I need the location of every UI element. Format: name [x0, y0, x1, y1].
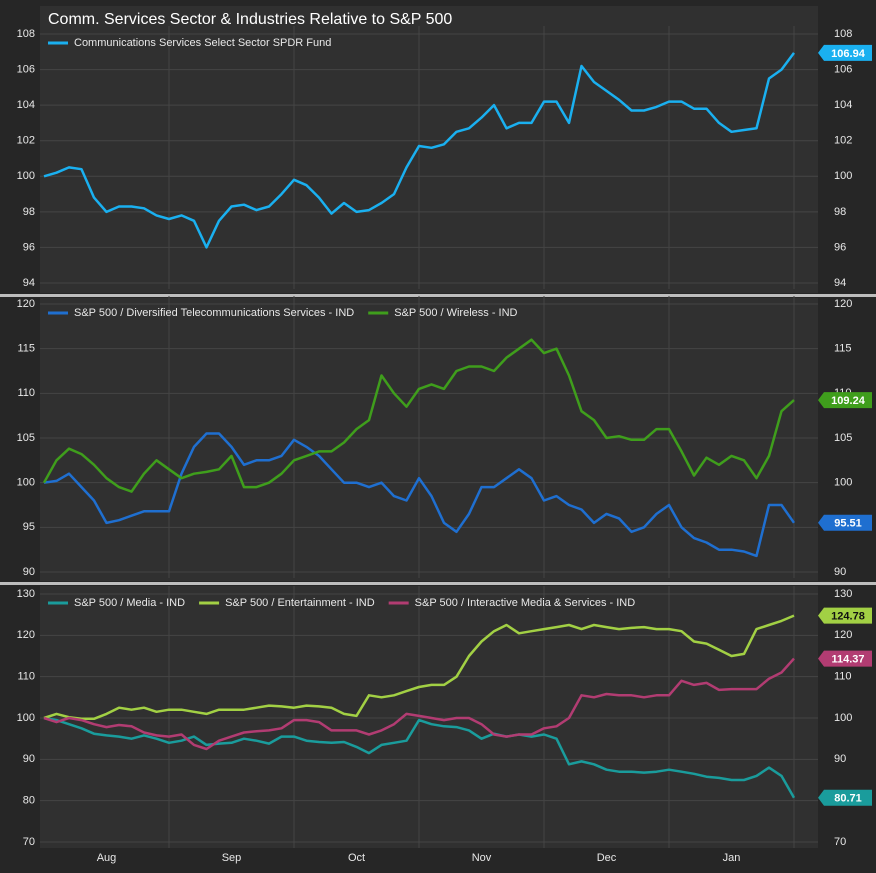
y2-tick-label: 120 [834, 298, 852, 310]
series-line [43, 614, 795, 721]
series-line [43, 432, 796, 558]
y2-tick-label: 100 [834, 170, 852, 182]
y-tick-label: 108 [17, 28, 35, 40]
value-tag-label: 109.24 [831, 395, 866, 407]
value-tag-label: 124.78 [831, 610, 865, 622]
y-tick-label: 80 [23, 795, 35, 807]
y-tick-label: 115 [17, 343, 35, 355]
y-tick-label: 120 [17, 629, 35, 641]
legend-label: Communications Services Select Sector SP… [74, 37, 331, 49]
legend-label: S&P 500 / Interactive Media & Services -… [415, 597, 636, 609]
y2-tick-label: 94 [834, 277, 846, 289]
y2-tick-label: 108 [834, 28, 852, 40]
y2-tick-label: 106 [834, 63, 852, 75]
value-tag-label: 114.37 [831, 654, 864, 666]
y-tick-label: 102 [17, 135, 35, 147]
y2-tick-label: 120 [834, 629, 852, 641]
series-line [43, 657, 795, 751]
legend-label: S&P 500 / Wireless - IND [394, 307, 517, 319]
y-tick-label: 95 [23, 521, 35, 533]
y-tick-label: 110 [17, 671, 35, 683]
value-tag-label: 80.71 [834, 793, 862, 805]
x-tick-label: Nov [472, 852, 492, 864]
x-tick-label: Sep [222, 852, 242, 864]
value-tag [818, 650, 872, 667]
y-tick-label: 120 [17, 298, 35, 310]
y-tick-label: 100 [17, 170, 35, 182]
series-line [42, 338, 795, 493]
y-tick-label: 106 [17, 63, 35, 75]
y2-tick-label: 70 [834, 836, 846, 848]
value-tag [818, 789, 872, 806]
y2-tick-label: 90 [834, 753, 846, 765]
y-tick-label: 94 [23, 277, 35, 289]
y-tick-label: 105 [17, 432, 35, 444]
y2-tick-label: 130 [834, 588, 852, 600]
legend-label: S&P 500 / Diversified Telecommunications… [74, 307, 354, 319]
value-tag-label: 106.94 [831, 48, 866, 60]
y-tick-label: 104 [17, 99, 35, 111]
y-tick-label: 110 [17, 387, 35, 399]
y-tick-label: 90 [23, 753, 35, 765]
value-tag [818, 514, 872, 531]
chart-title: Comm. Services Sector & Industries Relat… [48, 11, 452, 28]
y-tick-label: 130 [17, 588, 35, 600]
y2-tick-label: 110 [834, 671, 852, 683]
y2-tick-label: 100 [834, 477, 852, 489]
x-tick-label: Jan [723, 852, 741, 864]
y2-tick-label: 115 [834, 343, 852, 355]
y-tick-label: 100 [17, 712, 35, 724]
y-tick-label: 98 [23, 206, 35, 218]
y-tick-label: 100 [17, 477, 35, 489]
legend-label: S&P 500 / Entertainment - IND [225, 597, 375, 609]
y2-tick-label: 104 [834, 99, 852, 111]
y2-tick-label: 100 [834, 712, 852, 724]
y-tick-label: 70 [23, 836, 35, 848]
series-line [43, 52, 796, 249]
y2-tick-label: 105 [834, 432, 852, 444]
y2-tick-label: 98 [834, 206, 846, 218]
value-tag [818, 44, 872, 61]
x-tick-label: Aug [97, 852, 117, 864]
value-tag-label: 95.51 [834, 518, 862, 530]
x-tick-label: Oct [348, 852, 365, 864]
panel-1-bg [40, 6, 818, 293]
y2-tick-label: 102 [834, 135, 852, 147]
panel-2-bg [40, 298, 818, 581]
value-tag [818, 607, 872, 624]
y-tick-label: 96 [23, 241, 35, 253]
x-tick-label: Dec [597, 852, 617, 864]
y2-tick-label: 90 [834, 566, 846, 578]
y-tick-label: 90 [23, 566, 35, 578]
legend-label: S&P 500 / Media - IND [74, 597, 185, 609]
y2-tick-label: 96 [834, 241, 846, 253]
series-line [43, 716, 796, 799]
value-tag [818, 392, 872, 409]
